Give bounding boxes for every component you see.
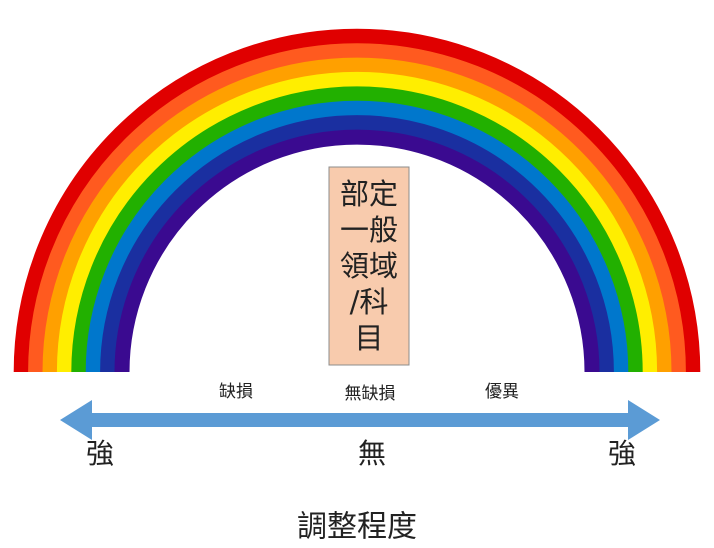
box-line: 目 — [354, 321, 383, 355]
scale-label: 無 — [358, 437, 386, 470]
scale-label: 強 — [608, 437, 636, 470]
arrow-label: 缺損 — [219, 382, 253, 402]
box-line: 一般 — [340, 213, 398, 247]
diagram: 部定一般領域/科目 缺損 無缺損 優異 強 無 強 調整程度 — [0, 0, 714, 548]
box-line: 領域 — [340, 249, 398, 283]
box-line: 部定 — [340, 177, 398, 211]
arrow-label: 優異 — [485, 382, 519, 402]
axis-title: 調整程度 — [297, 510, 417, 545]
arrow — [60, 400, 660, 440]
scale-label: 強 — [86, 437, 114, 470]
arrow-label: 無缺損 — [345, 384, 396, 404]
box-line: /科 — [350, 285, 389, 319]
